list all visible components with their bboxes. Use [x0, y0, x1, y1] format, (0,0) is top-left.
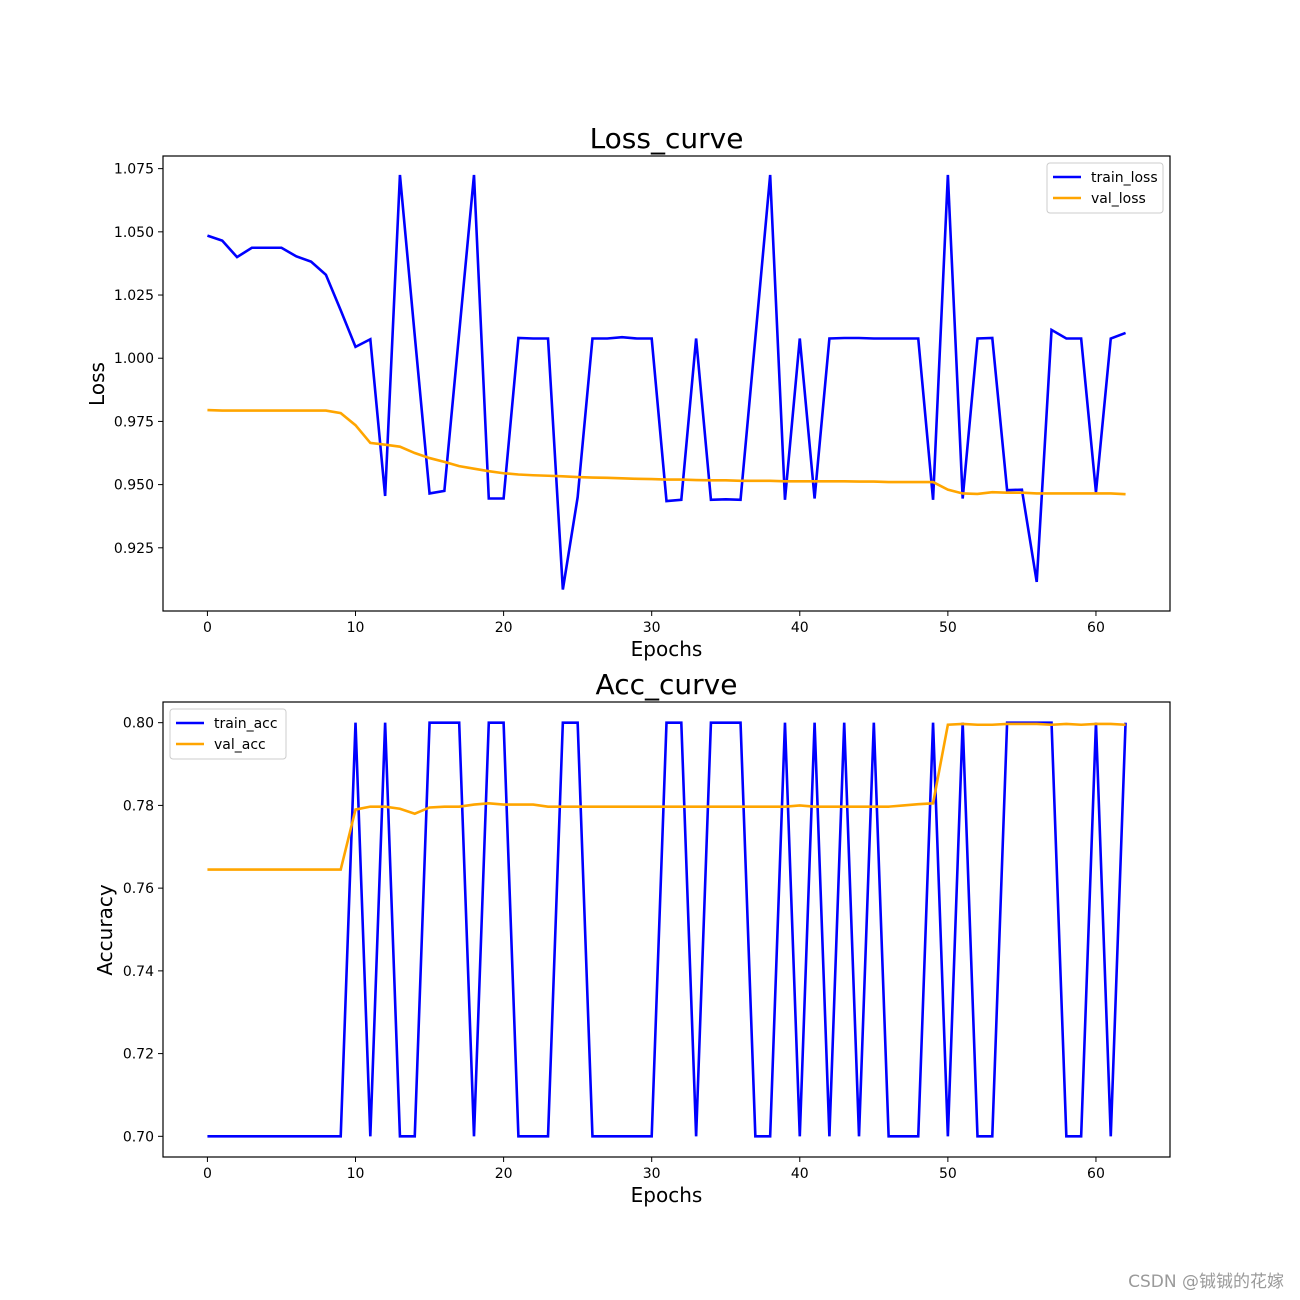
series-line-val_loss — [207, 408, 1126, 496]
series-line-val_acc — [207, 722, 1126, 871]
accuracy-chart: Acc_curve Epochs Accuracy 0 10 20 30 40 50 60 0… — [93, 668, 1171, 1207]
accuracy-chart-title: Acc_curve — [596, 668, 738, 701]
loss-legend: train_loss val_loss — [1046, 162, 1164, 214]
watermark: CSDN @铖铖的花嫁 — [1128, 1272, 1284, 1292]
loss-y-tick-label: 0.975 — [114, 414, 154, 430]
loss-y-tick-label: 1.050 — [114, 225, 154, 241]
accuracy-x-tick-label: 0 — [203, 1166, 212, 1182]
accuracy-legend: train_acc val_acc — [169, 708, 287, 760]
accuracy-x-tick-label: 60 — [1087, 1166, 1105, 1182]
accuracy-chart-x-axis-label: Epochs — [631, 1183, 703, 1207]
loss-x-tick-label: 50 — [939, 620, 957, 636]
loss-x-tick-label: 30 — [643, 620, 661, 636]
loss-y-tick-label: 0.950 — [114, 478, 154, 494]
loss-x-tick-label: 60 — [1087, 620, 1105, 636]
loss-chart-y-axis-label: Loss — [85, 362, 109, 406]
loss-y-tick-label: 1.075 — [114, 162, 154, 178]
loss-x-tick-label: 20 — [495, 620, 513, 636]
accuracy-y-tick-label: 0.76 — [123, 881, 154, 897]
accuracy-y-tick-label: 0.72 — [123, 1047, 154, 1063]
series-line-train_loss — [207, 174, 1127, 590]
accuracy-x-tick-label: 10 — [347, 1166, 365, 1182]
accuracy-y-tick-label: 0.80 — [123, 716, 154, 732]
accuracy-y-tick-label: 0.70 — [123, 1129, 154, 1145]
accuracy-chart-y-axis-label: Accuracy — [93, 884, 117, 975]
loss-legend-box — [1046, 162, 1164, 214]
legend-label-train_loss: train_loss — [1091, 170, 1158, 186]
accuracy-plot-area — [162, 701, 1171, 1158]
loss-x-tick-label: 40 — [791, 620, 809, 636]
loss-chart-x-axis-label: Epochs — [631, 637, 703, 661]
accuracy-y-tick-label: 0.74 — [123, 964, 154, 980]
loss-plot-area — [162, 155, 1171, 612]
loss-y-tick-label: 1.025 — [114, 288, 154, 304]
accuracy-x-tick-label: 50 — [939, 1166, 957, 1182]
accuracy-legend-box — [169, 708, 287, 760]
legend-label-val_loss: val_loss — [1091, 191, 1146, 207]
loss-y-tick-label: 0.925 — [114, 541, 154, 557]
series-line-train_acc — [207, 721, 1127, 1138]
legend-label-val_acc: val_acc — [214, 737, 266, 753]
loss-chart: Loss_curve Epochs Loss 0 10 20 30 40 50 60 0.92… — [85, 122, 1171, 661]
loss-chart-title: Loss_curve — [590, 122, 744, 155]
accuracy-y-tick-label: 0.78 — [123, 798, 154, 814]
loss-x-tick-label: 10 — [347, 620, 365, 636]
accuracy-x-tick-label: 20 — [495, 1166, 513, 1182]
accuracy-x-tick-label: 30 — [643, 1166, 661, 1182]
loss-y-tick-label: 1.000 — [114, 351, 154, 367]
accuracy-x-tick-label: 40 — [791, 1166, 809, 1182]
loss-x-tick-label: 0 — [203, 620, 212, 636]
legend-label-train_acc: train_acc — [214, 716, 278, 732]
